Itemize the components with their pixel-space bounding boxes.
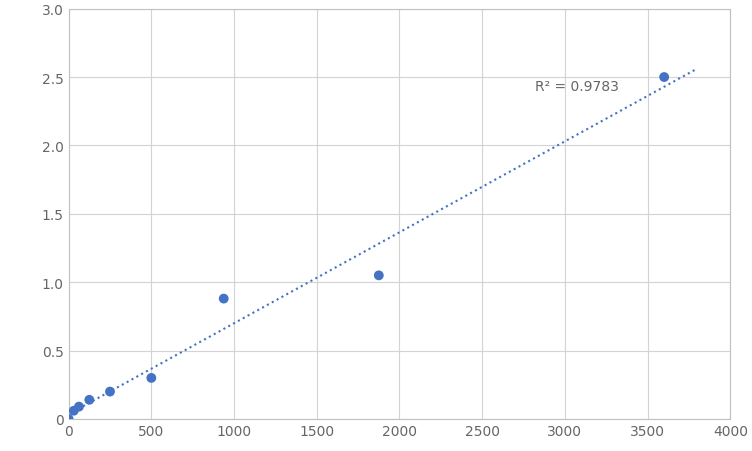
Point (145, 374, 157, 382)
Point (68, 407, 80, 414)
Point (73, 403, 85, 410)
Point (83, 396, 96, 404)
Point (62, 415, 74, 423)
Point (658, 74, 670, 82)
Point (217, 295, 229, 303)
Point (373, 272, 385, 279)
Point (104, 388, 116, 396)
Text: R² = 0.9783: R² = 0.9783 (535, 80, 619, 94)
